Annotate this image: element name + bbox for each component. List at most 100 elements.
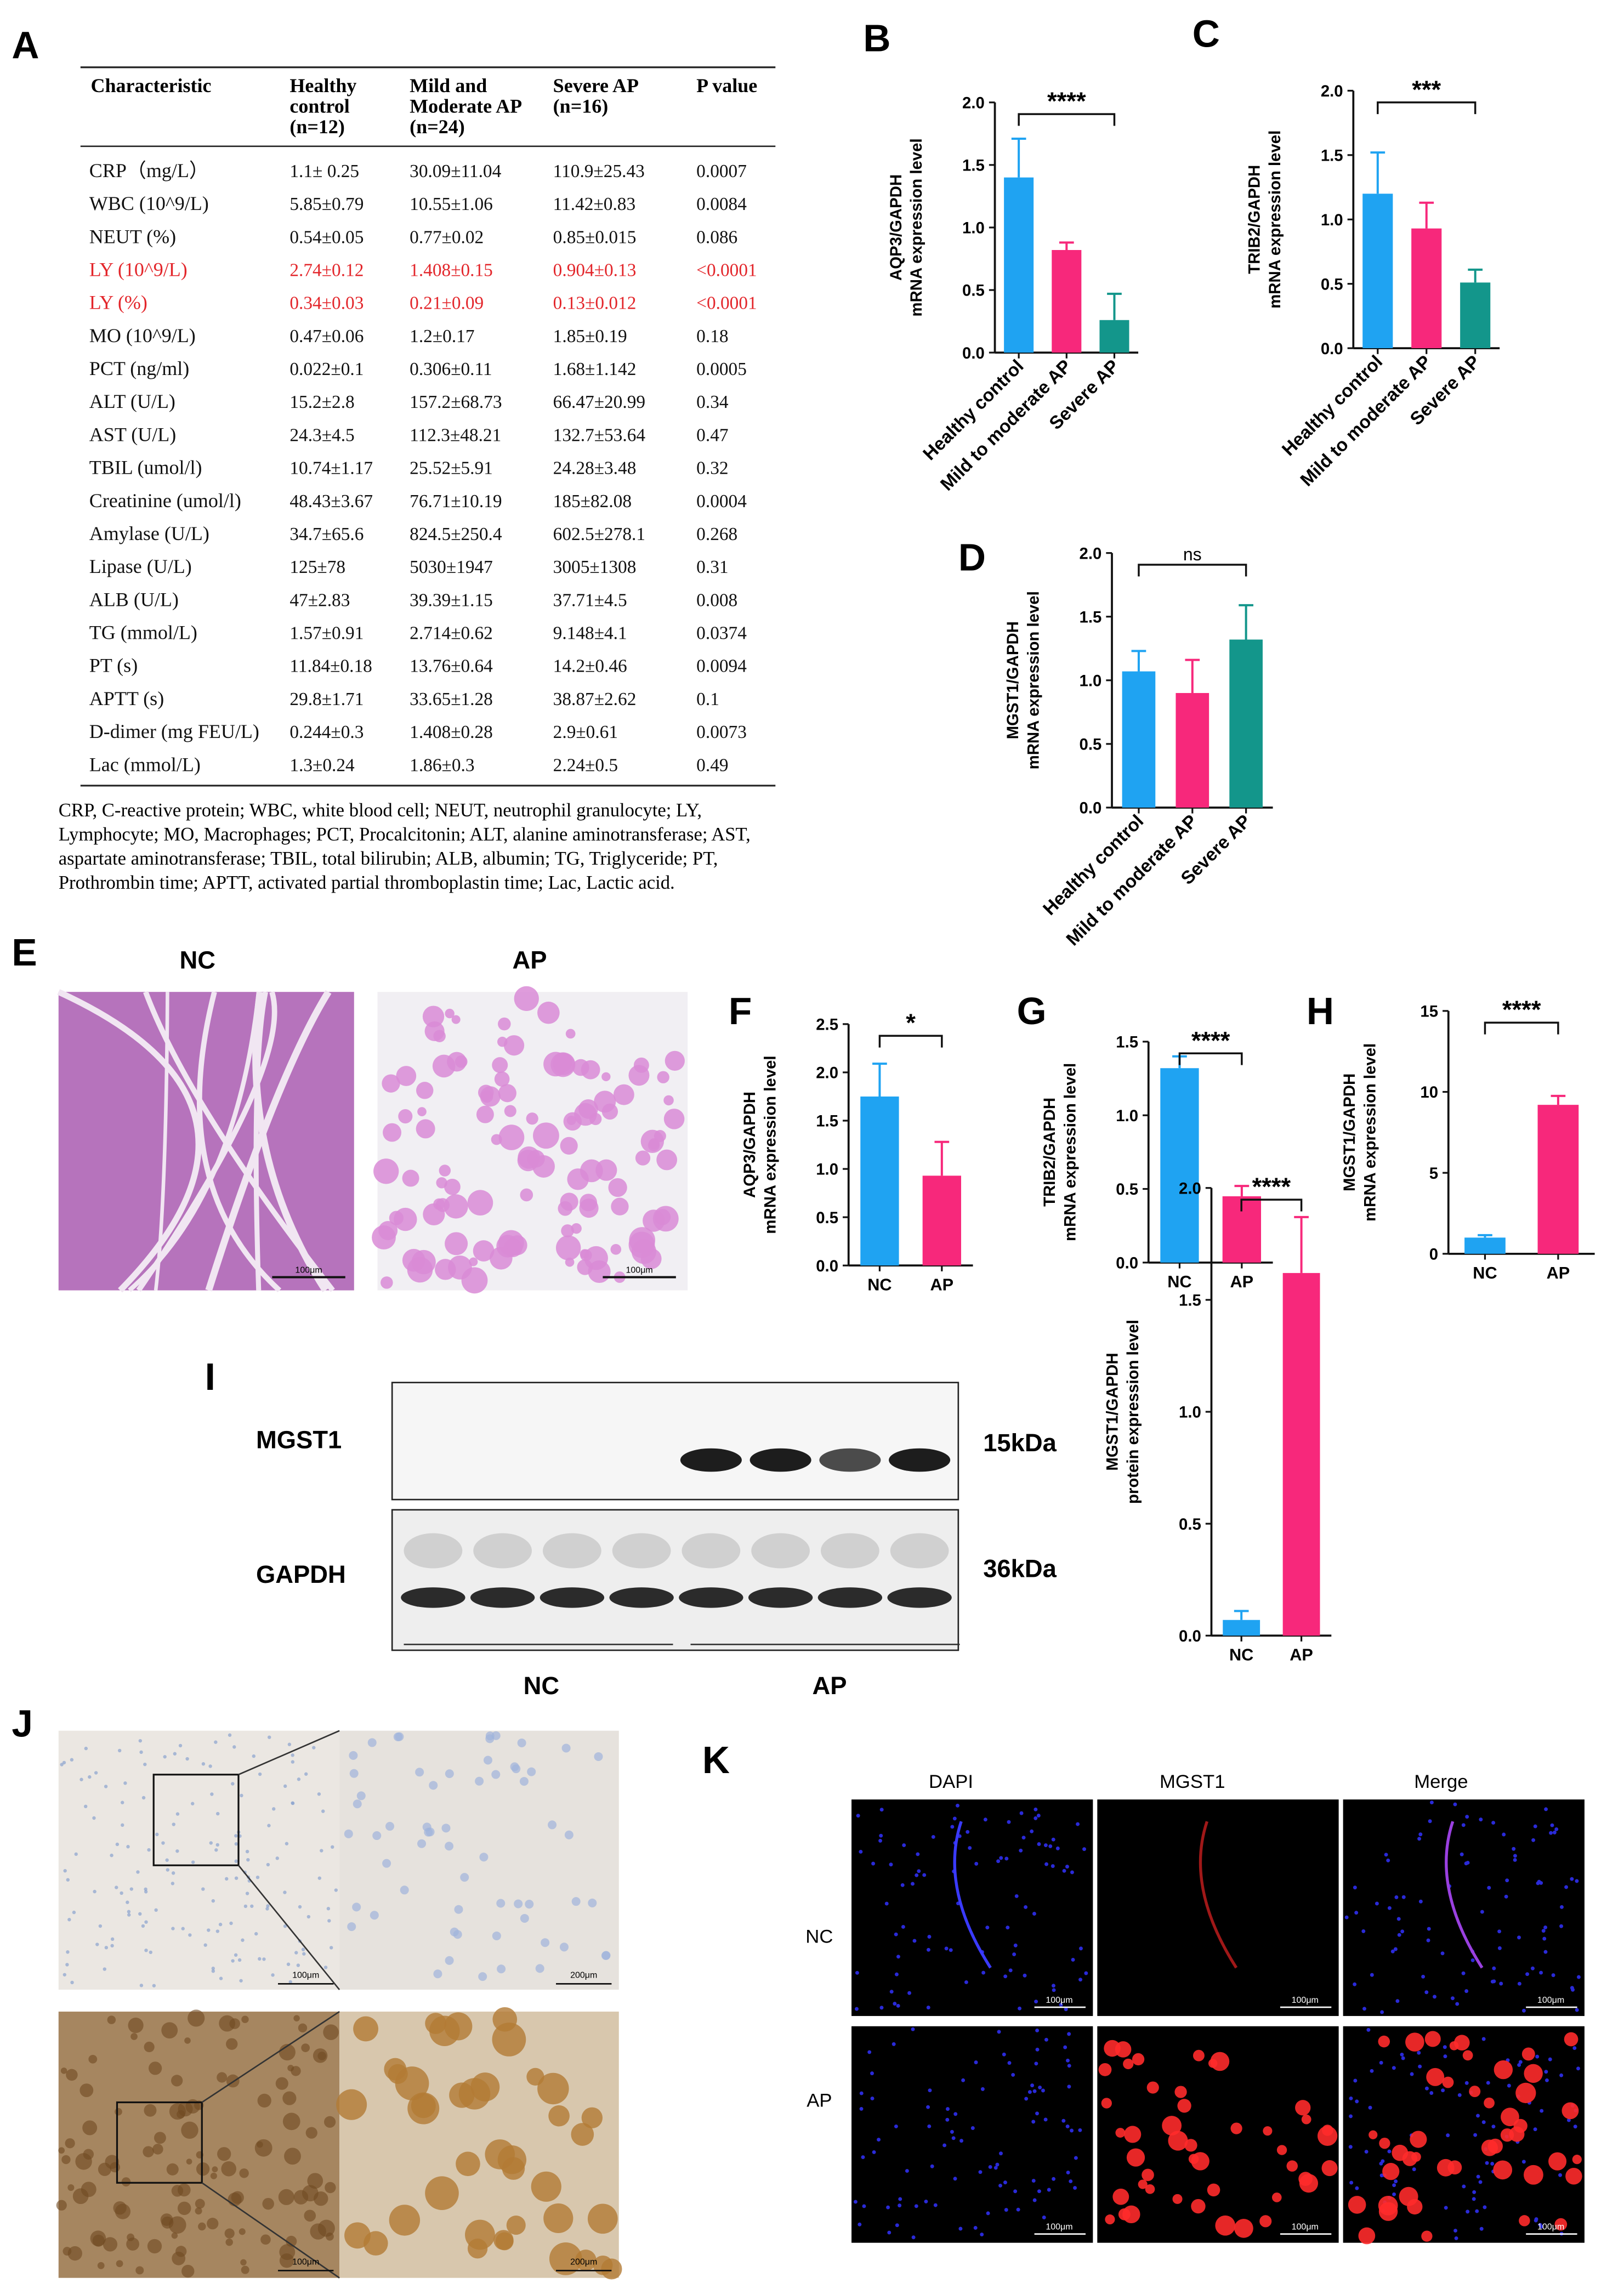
table-cell: 125±78	[289, 557, 345, 577]
stain	[198, 2222, 206, 2231]
table-cell: 0.022±0.1	[289, 359, 364, 379]
tissue-lobule	[565, 1029, 576, 1039]
stain	[212, 2166, 218, 2173]
nucleus	[272, 1807, 276, 1811]
y-axis-label: mRNA expression level	[761, 1055, 779, 1234]
table-cell: Lac (mmol/L)	[89, 753, 201, 775]
nucleus	[66, 1950, 70, 1954]
nucleus	[429, 1781, 438, 1790]
mgst1-signal	[1515, 2082, 1536, 2104]
nucleus	[245, 1892, 249, 1895]
nucleus	[144, 1949, 148, 1952]
nucleus	[203, 1943, 207, 1947]
dapi-dot	[981, 1970, 986, 1975]
dapi-dot	[859, 1849, 863, 1854]
y-tick-label: 2.0	[816, 1064, 838, 1082]
stain	[389, 2205, 421, 2236]
dapi-dot	[1384, 1853, 1388, 1857]
dapi-dot	[1062, 1868, 1066, 1873]
stain	[144, 2041, 155, 2053]
nucleus	[147, 1848, 151, 1852]
dapi-dot	[1070, 1870, 1074, 1875]
scale-label: 100μm	[1292, 2223, 1319, 2232]
mgst1-signal	[1379, 2138, 1390, 2149]
tissue-lobule	[444, 1194, 468, 1219]
stain	[531, 2171, 561, 2202]
dapi-dot	[1007, 1820, 1011, 1824]
mgst1-signal	[1115, 2128, 1126, 2138]
tissue-lobule	[382, 1074, 400, 1093]
dapi-dot	[1078, 2128, 1082, 2132]
dapi-dot	[968, 1846, 972, 1850]
dapi-dot	[927, 2124, 932, 2128]
table-cell: 0.1	[696, 689, 719, 709]
dapi-dot	[1037, 2189, 1041, 2194]
mgst1-signal	[1193, 2049, 1205, 2061]
x-tick-label: NC	[1473, 1263, 1497, 1282]
dapi-dot	[973, 2225, 978, 2230]
y-axis-label: mRNA expression level	[1266, 130, 1284, 309]
stain	[286, 2235, 297, 2247]
nucleus	[291, 1760, 295, 1764]
dapi-dot	[944, 1946, 949, 1951]
nucleus	[297, 1777, 301, 1781]
dapi-dot	[1479, 1817, 1483, 1822]
group-label: AP	[807, 2091, 832, 2111]
dapi-dot	[861, 2155, 865, 2160]
mgst1-signal	[1132, 2053, 1145, 2066]
table-cell: PT (s)	[89, 655, 138, 677]
dapi-dot	[1036, 1814, 1041, 1817]
nucleus	[214, 1740, 218, 1744]
dapi-dot	[974, 1861, 979, 1866]
table-cell: 0.47±0.06	[289, 326, 364, 347]
dapi-dot	[1018, 2006, 1022, 2010]
mgst1-signal	[1519, 2215, 1530, 2226]
dapi-dot	[1433, 1995, 1436, 1999]
stain	[226, 2038, 238, 2050]
dapi-dot	[1412, 2167, 1416, 2172]
stain	[130, 2033, 138, 2040]
y-tick-label: 1.5	[962, 157, 985, 175]
dapi-dot	[1067, 2084, 1071, 2089]
y-tick-label: 2.5	[816, 1016, 838, 1034]
nucleus	[229, 1921, 233, 1926]
nucleus	[349, 1769, 359, 1778]
y-tick-label: 1.0	[1179, 1404, 1201, 1422]
dapi-dot	[1490, 2162, 1495, 2166]
nucleus	[129, 1887, 134, 1891]
dapi-dot	[1021, 1836, 1026, 1840]
nucleus	[225, 1877, 229, 1881]
dapi-dot	[1531, 1838, 1536, 1842]
dapi-dot	[983, 1817, 987, 1822]
dapi-dot	[1548, 2057, 1552, 2061]
dapi-dot	[1362, 2007, 1366, 2011]
nucleus	[243, 1904, 248, 1909]
stain	[161, 2022, 178, 2039]
stain	[284, 2148, 301, 2165]
dapi-dot	[1067, 2032, 1071, 2036]
table-cell: 0.47	[696, 425, 728, 445]
dapi-dot	[1400, 2052, 1404, 2057]
significance-bracket	[1138, 564, 1247, 577]
nucleus	[275, 1856, 279, 1860]
dapi-dot	[949, 1948, 953, 1952]
nucleus	[67, 1918, 71, 1922]
dapi-dot	[1401, 2056, 1405, 2060]
tissue-lobule	[532, 1155, 555, 1178]
nucleus	[535, 1964, 544, 1973]
tissue-lobule	[584, 1246, 608, 1270]
dapi-dot	[1453, 2229, 1457, 2233]
tissue-lobule	[372, 1225, 396, 1249]
mgst1-signal	[1177, 2099, 1191, 2113]
nucleus	[271, 1973, 275, 1977]
table-cell: 0.0073	[696, 722, 747, 742]
dapi-dot	[927, 1935, 932, 1939]
stain	[60, 2068, 67, 2074]
stain	[82, 2120, 98, 2135]
dapi-dot	[1379, 2173, 1384, 2178]
dapi-dot	[1462, 2184, 1466, 2189]
mgst1-signal	[1138, 2179, 1148, 2189]
nucleus	[209, 1841, 213, 1845]
nucleus	[478, 1972, 487, 1981]
dapi-dot	[1069, 2179, 1073, 2184]
